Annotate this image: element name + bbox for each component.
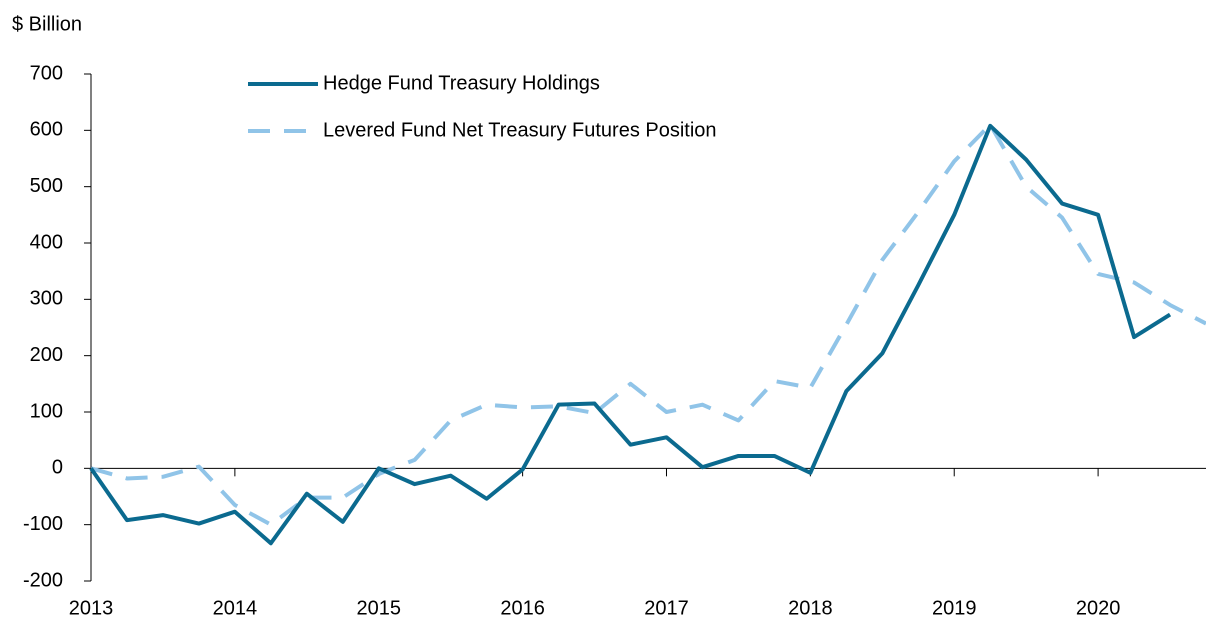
x-tick-label: 2017 — [644, 597, 689, 619]
series-line — [89, 123, 1172, 546]
x-tick-label: 2020 — [1076, 597, 1121, 619]
x-tick-label: 2018 — [788, 597, 833, 619]
y-tick-label: -100 — [23, 513, 63, 535]
y-tick-label: 100 — [30, 400, 63, 422]
y-tick-label: 0 — [52, 457, 63, 479]
y-tick-label: 400 — [30, 231, 63, 253]
x-tick-label: 2015 — [356, 597, 401, 619]
legend-label: Levered Fund Net Treasury Futures Positi… — [323, 119, 717, 141]
x-tick-label: 2013 — [69, 597, 114, 619]
y-tick-label: 300 — [30, 288, 63, 310]
y-tick-label: 500 — [30, 175, 63, 197]
y-tick-label: -200 — [23, 569, 63, 591]
x-tick-label: 2019 — [932, 597, 977, 619]
y-axis-label: $ Billion — [12, 13, 82, 35]
y-tick-label: 700 — [30, 62, 63, 84]
series-line — [90, 122, 1206, 527]
x-tick-label: 2016 — [500, 597, 545, 619]
y-tick-label: 200 — [30, 344, 63, 366]
x-tick-label: 2014 — [213, 597, 258, 619]
legend-label: Hedge Fund Treasury Holdings — [323, 72, 600, 94]
y-tick-label: 600 — [30, 119, 63, 141]
